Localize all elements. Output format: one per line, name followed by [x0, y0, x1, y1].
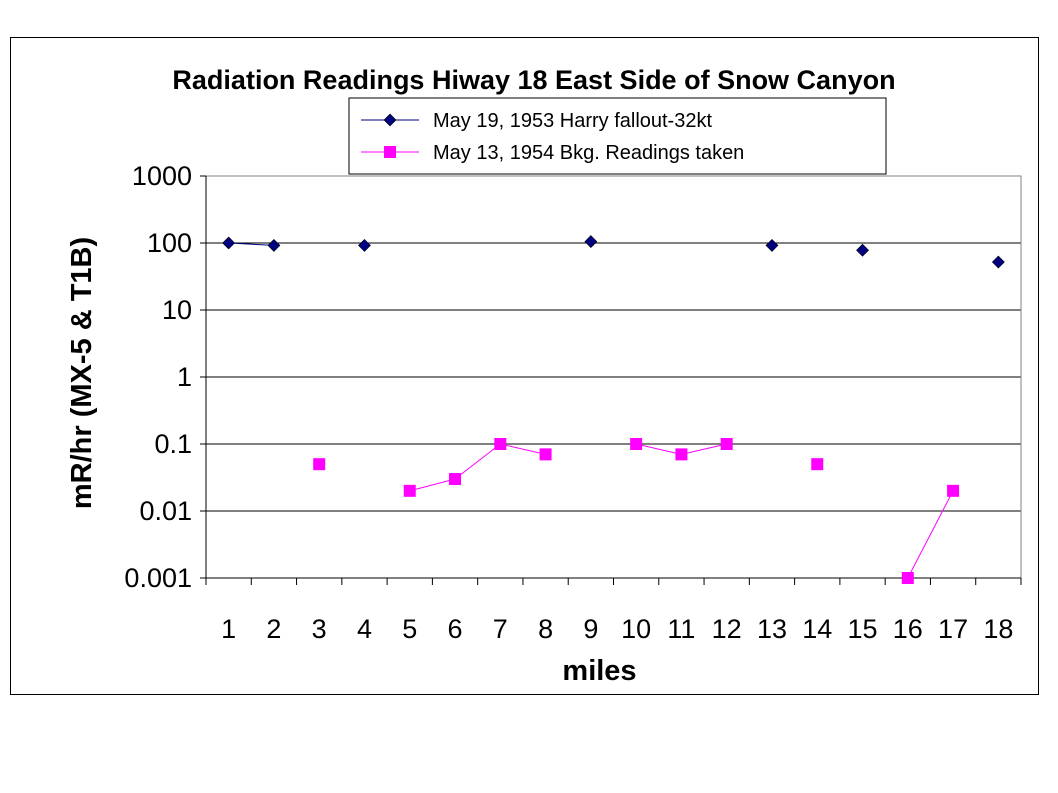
- x-tick-label-8: 8: [538, 614, 553, 644]
- series-1-segment-5: [409, 478, 456, 492]
- series-1-segment-10: [636, 443, 682, 455]
- x-tick-label-9: 9: [583, 614, 598, 644]
- legend-box: [348, 97, 887, 175]
- series-1-point-12: [720, 438, 733, 450]
- y-tick-label-3: 1: [177, 362, 192, 392]
- series-0-point-9: [584, 235, 598, 249]
- series-0-point-4: [358, 239, 371, 252]
- series-1-point-10: [630, 438, 643, 450]
- legend: May 19, 1953 Harry fallout-32kt May 13, 1…: [348, 97, 887, 175]
- x-tick-label-12: 12: [712, 614, 742, 644]
- x-tick-label-18: 18: [983, 614, 1013, 644]
- x-tick-label-3: 3: [312, 614, 327, 644]
- x-tick-label-17: 17: [938, 614, 968, 644]
- x-tick-label-5: 5: [402, 614, 417, 644]
- series-1-segment-7: [500, 443, 546, 455]
- x-tick-label-1: 1: [221, 614, 236, 644]
- series-1-segment-11: [681, 443, 727, 455]
- series-0-point-2: [267, 239, 281, 252]
- y-tick-label-4: 0.1: [154, 429, 192, 459]
- x-tick-label-13: 13: [757, 614, 787, 644]
- series-1-point-5: [403, 484, 416, 497]
- legend-marker-1: [384, 146, 396, 158]
- legend-marker-0: [383, 113, 397, 127]
- x-tick-label-7: 7: [493, 614, 508, 644]
- x-tick-label-15: 15: [848, 614, 878, 644]
- series-1-point-7: [494, 438, 507, 450]
- legend-label-1: May 13, 1954 Bkg. Readings taken: [433, 142, 744, 164]
- series-0-point-13: [765, 239, 779, 252]
- series-0-segment-1: [228, 242, 274, 246]
- x-tick-label-14: 14: [802, 614, 832, 644]
- series-0-point-18: [991, 255, 1005, 269]
- legend-label-0: May 19, 1953 Harry fallout-32kt: [433, 110, 712, 132]
- y-tick-label-1: 100: [147, 228, 192, 258]
- series-0-point-15: [856, 243, 869, 257]
- series-1-point-16: [901, 572, 914, 584]
- chart-area: Radiation Readings Hiway 18 East Side of…: [10, 37, 1039, 695]
- series-0: [222, 235, 1005, 269]
- series-0-point-1: [222, 236, 236, 250]
- y-tick-label-2: 10: [162, 295, 192, 325]
- x-tick-label-11: 11: [667, 614, 695, 644]
- series-1-segment-16: [907, 490, 954, 579]
- series-1-segment-6: [454, 443, 501, 480]
- x-tick-label-2: 2: [266, 614, 281, 644]
- y-tick-label-5: 0.01: [139, 496, 192, 526]
- chart: Radiation Readings Hiway 18 East Side of…: [66, 65, 1022, 687]
- x-tick-label-10: 10: [621, 614, 651, 644]
- chart-title: Radiation Readings Hiway 18 East Side of…: [172, 65, 895, 95]
- y-tick-label-6: 0.001: [124, 563, 192, 593]
- series-1-point-3: [313, 458, 326, 471]
- x-tick-label-4: 4: [357, 614, 372, 644]
- series-1-point-11: [675, 448, 688, 461]
- x-tick-label-16: 16: [893, 614, 923, 644]
- series-1: [313, 438, 960, 584]
- y-axis-title: mR/hr (MX-5 & T1B): [66, 237, 98, 509]
- series-1-point-14: [811, 458, 824, 471]
- series-1-point-17: [947, 484, 960, 497]
- x-tick-label-6: 6: [448, 614, 463, 644]
- series-1-point-6: [449, 473, 462, 486]
- series-1-point-8: [539, 448, 552, 461]
- x-axis-title: miles: [562, 655, 636, 687]
- y-tick-label-0: 1000: [132, 161, 192, 191]
